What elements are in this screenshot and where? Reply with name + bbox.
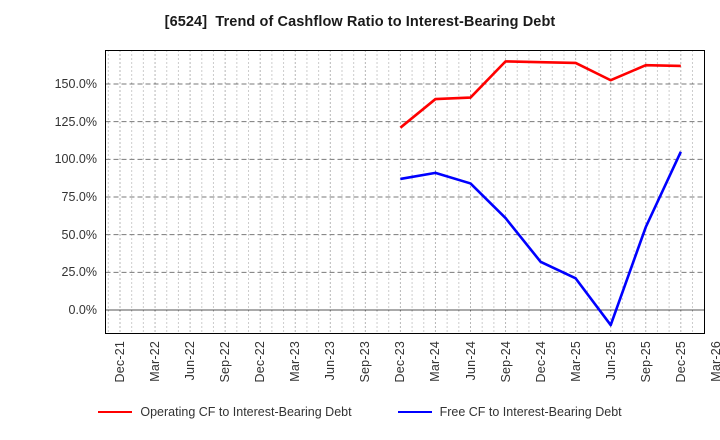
y-axis-tick-labels: 0.0% 25.0% 50.0% 75.0% 100.0% 125.0% 150.0%: [35, 0, 97, 440]
y-axis-tick-label: 75.0%: [61, 190, 97, 204]
legend-color-swatch-icon: [397, 411, 432, 413]
y-axis-tick-label: 150.0%: [54, 77, 97, 91]
horizontal-gridlines: [105, 83, 705, 273]
data-series-layer: [399, 60, 682, 327]
y-axis-tick-label: 125.0%: [54, 114, 97, 129]
legend-entry[interactable]: Free CF to Interest-Bearing Debt: [397, 405, 622, 419]
series-line-free-cf: [400, 151, 682, 327]
chart-legend: Operating CF to Interest-Bearing Debt Fre…: [0, 405, 720, 419]
legend-label: Free CF to Interest-Bearing Debt: [439, 405, 622, 419]
chart-title: [6524] Trend of Cashflow Ratio to Intere…: [164, 14, 556, 30]
y-axis-tick-label: 25.0%: [61, 265, 97, 280]
legend-color-swatch-icon: [98, 411, 133, 413]
legend-label: Operating CF to Interest-Bearing Debt: [140, 405, 352, 419]
y-axis-tick-label: 0.0%: [68, 303, 98, 317]
series-line-operating-cf: [399, 60, 681, 129]
y-axis-tick-label: 50.0%: [61, 227, 97, 242]
legend-entry[interactable]: Operating CF to Interest-Bearing Debt: [98, 405, 352, 419]
y-axis-tick-label: 100.0%: [54, 152, 97, 167]
major-vertical-gridlines: [119, 50, 682, 334]
plot-frame: [105, 50, 705, 334]
